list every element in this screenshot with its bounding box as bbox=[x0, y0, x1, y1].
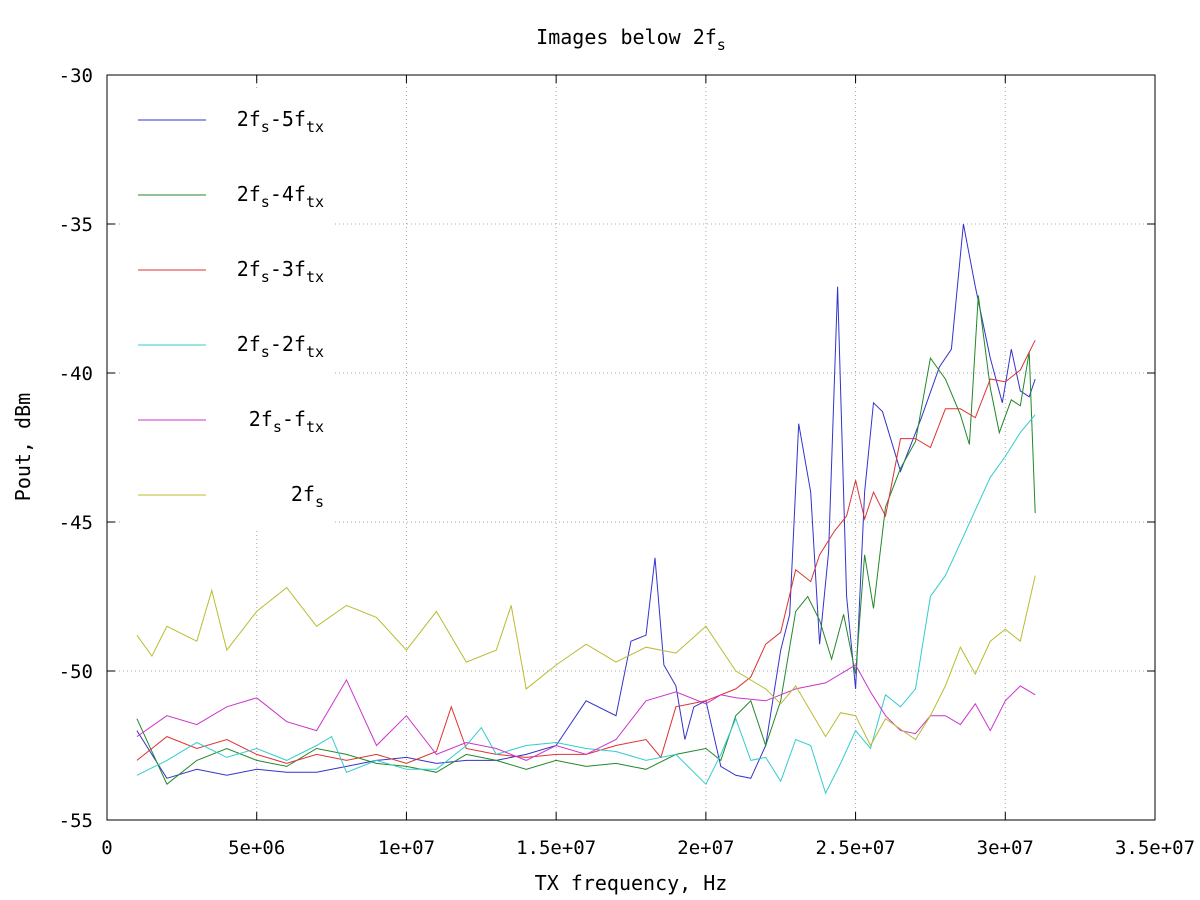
x-tick-label: 3e+07 bbox=[977, 837, 1034, 859]
plot-frame bbox=[106, 74, 1156, 821]
y-axis-label: Pout, dBm bbox=[11, 393, 35, 501]
y-tick-label: -50 bbox=[59, 661, 93, 683]
x-axis-label: TX frequency, Hz bbox=[535, 871, 728, 895]
x-tick-label: 0 bbox=[101, 837, 112, 859]
legend-box bbox=[122, 90, 332, 530]
legend-label-2fs-4ftx: 2fs-4ftx bbox=[237, 182, 324, 211]
legend-label-2fs-3ftx: 2fs-3ftx bbox=[237, 257, 324, 286]
y-tick-label: -35 bbox=[59, 214, 93, 236]
x-tick-label: 1.5e+07 bbox=[516, 837, 596, 859]
series-layer bbox=[136, 223, 1036, 795]
y-axis-ticks: -30 -35 -40 -45 -50 -55 bbox=[59, 65, 1155, 832]
x-tick-label: 2e+07 bbox=[677, 837, 734, 859]
y-tick-label: -45 bbox=[59, 512, 93, 534]
x-tick-label: 1e+07 bbox=[378, 837, 435, 859]
series-line-2fs-ftx bbox=[136, 664, 1036, 761]
legend-label-2fs: 2fs bbox=[291, 482, 324, 511]
chart-title: Images below 2fs bbox=[536, 25, 726, 54]
grid bbox=[107, 75, 1155, 820]
legend: 2fs-5ftx 2fs-4ftx 2fs-3ftx 2fs-2ftx 2fs-ftx 2… bbox=[122, 90, 332, 530]
legend-label-2fs-2ftx: 2fs-2ftx bbox=[237, 332, 324, 361]
legend-label-2fs-ftx: 2fs-ftx bbox=[249, 407, 324, 436]
x-tick-label: 2.5e+07 bbox=[816, 837, 896, 859]
x-tick-label: 5e+06 bbox=[228, 837, 285, 859]
series-line-2fs-2ftx bbox=[136, 414, 1036, 795]
series-line-2fs-4ftx bbox=[136, 295, 1036, 785]
series-line-2fs-5ftx bbox=[136, 223, 1036, 779]
series-line-2fs-3ftx bbox=[136, 339, 1036, 764]
x-tick-label: 3.5e+07 bbox=[1115, 837, 1195, 859]
y-tick-label: -55 bbox=[59, 810, 93, 832]
y-tick-label: -30 bbox=[59, 65, 93, 87]
series-line-2fs bbox=[136, 575, 1036, 747]
y-tick-label: -40 bbox=[59, 363, 93, 385]
x-axis-ticks: 0 5e+06 1e+07 1.5e+07 2e+07 2.5e+07 3e+07 3.5e+… bbox=[101, 75, 1195, 859]
legend-label-2fs-5ftx: 2fs-5ftx bbox=[237, 107, 324, 136]
